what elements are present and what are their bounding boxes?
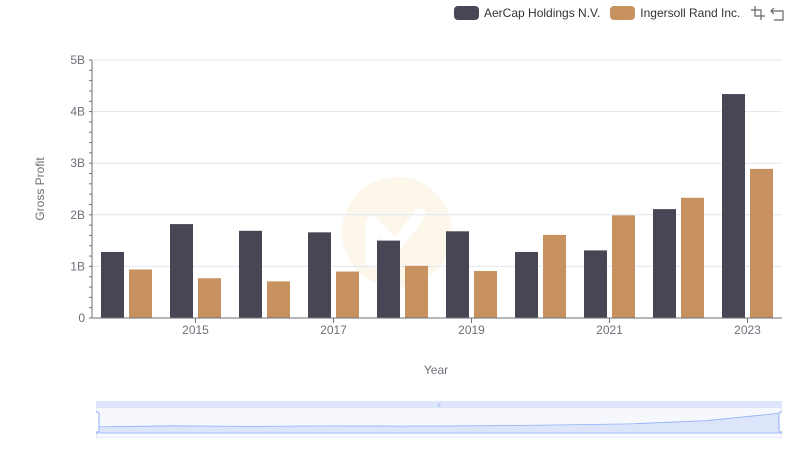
zoom-reset-icon[interactable] [770,5,786,21]
bar-ingersoll-2015[interactable] [198,278,221,318]
bar-aercap-2022[interactable] [653,209,676,318]
bar-ingersoll-2018[interactable] [405,265,428,318]
legend-swatch-aercap [454,6,479,20]
bar-aercap-2014[interactable] [101,251,124,318]
x-axis-title: Year [424,363,448,377]
y-tick-label: 2B [70,208,85,222]
y-tick-label: 1B [70,259,85,273]
bar-aercap-2018[interactable] [377,240,400,318]
bar-ingersoll-2023[interactable] [750,168,773,318]
y-tick-label: 4B [70,105,85,119]
zoom-grip-icon[interactable]: ≡ [437,403,441,409]
y-tick-label: 3B [70,156,85,170]
bar-aercap-2016[interactable] [239,230,262,318]
bar-ingersoll-2022[interactable] [681,197,704,318]
x-tick-label: 2021 [596,323,623,337]
data-zoom-slider[interactable]: ≡ [96,401,782,438]
zoom-icon[interactable] [750,5,766,21]
zoom-preview-area [96,412,782,434]
bar-ingersoll-2019[interactable] [474,271,497,318]
y-axis-title: Gross Profit [33,157,47,221]
legend-item-ingersoll[interactable]: Ingersoll Rand Inc. [610,6,740,20]
legend-label-ingersoll: Ingersoll Rand Inc. [640,6,741,20]
x-tick-label: 2015 [182,323,209,337]
bar-aercap-2017[interactable] [308,232,331,318]
legend-item-aercap[interactable]: AerCap Holdings N.V. [454,6,600,20]
chart-toolbox [746,5,786,21]
bar-ingersoll-2014[interactable] [129,269,152,318]
bar-ingersoll-2016[interactable] [267,281,290,318]
x-tick-label: 2023 [734,323,761,337]
bar-ingersoll-2020[interactable] [543,234,566,318]
bar-aercap-2015[interactable] [170,224,193,318]
bar-aercap-2019[interactable] [446,231,469,318]
bar-aercap-2021[interactable] [584,250,607,318]
zoom-handle-left[interactable] [96,411,100,433]
x-tick-label: 2019 [458,323,485,337]
x-tick-label: 2017 [320,323,347,337]
watermark-logo [342,177,452,287]
y-tick-label: 0 [78,311,85,325]
bar-ingersoll-2021[interactable] [612,215,635,318]
zoom-top-bar[interactable] [96,401,782,408]
bar-ingersoll-2017[interactable] [336,271,359,318]
bar-aercap-2020[interactable] [515,251,538,318]
chart-legend: AerCap Holdings N.V. Ingersoll Rand Inc. [454,4,750,22]
legend-label-aercap: AerCap Holdings N.V. [484,6,601,20]
bar-aercap-2023[interactable] [722,94,745,318]
zoom-handle-right[interactable] [778,411,782,433]
y-tick-label: 5B [70,53,85,67]
legend-swatch-ingersoll [610,6,636,20]
